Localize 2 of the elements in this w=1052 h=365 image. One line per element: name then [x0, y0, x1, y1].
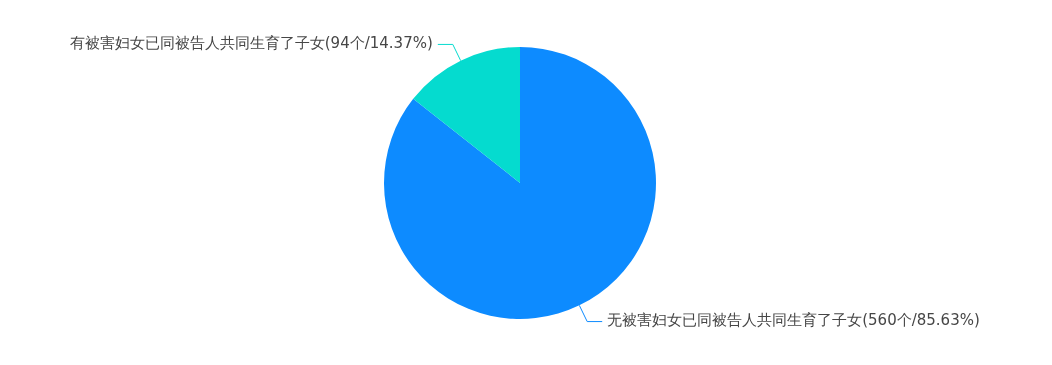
slice-label: 有被害妇女已同被告人共同生育了子女(94个/14.37%) [69, 34, 433, 53]
slice-label: 无被害妇女已同被告人共同生育了子女(560个/85.63%) [607, 311, 980, 330]
